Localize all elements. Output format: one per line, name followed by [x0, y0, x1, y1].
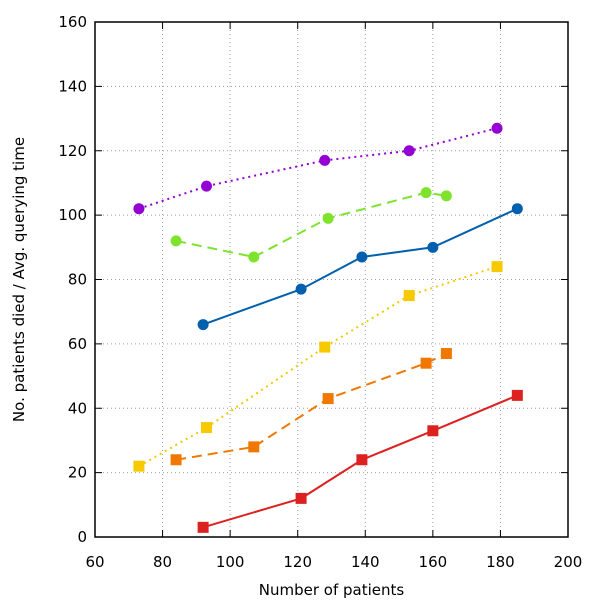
- series-layer: [133, 122, 523, 533]
- y-tick-label: 80: [68, 271, 87, 289]
- data-point: [491, 261, 503, 273]
- data-point: [319, 341, 331, 353]
- data-point: [511, 389, 523, 401]
- data-point: [420, 357, 432, 369]
- data-point: [170, 454, 182, 466]
- series-5: [197, 389, 523, 533]
- y-tick-label: 160: [58, 13, 87, 31]
- data-point: [322, 393, 334, 405]
- data-point: [200, 422, 212, 434]
- y-tick-label: 20: [68, 464, 87, 482]
- data-point: [170, 235, 182, 247]
- x-tick-label: 80: [153, 553, 172, 571]
- data-point: [440, 348, 452, 360]
- data-point: [356, 251, 368, 263]
- y-tick-label: 140: [58, 77, 87, 95]
- data-point: [133, 460, 145, 472]
- y-axis-title: No. patients died / Avg. querying time: [10, 137, 28, 422]
- data-point: [248, 251, 260, 263]
- x-tick-label: 200: [554, 553, 583, 571]
- data-point: [440, 190, 452, 202]
- data-point: [403, 145, 415, 157]
- y-tick-label: 120: [58, 142, 87, 160]
- data-point: [200, 180, 212, 192]
- data-point: [133, 203, 145, 215]
- series-3: [133, 261, 503, 472]
- data-point: [197, 319, 209, 331]
- data-point: [491, 122, 503, 134]
- data-point: [356, 454, 368, 466]
- series-0: [133, 122, 503, 215]
- data-point: [319, 154, 331, 166]
- y-tick-label: 60: [68, 335, 87, 353]
- x-tick-label: 100: [216, 553, 245, 571]
- x-axis-title: Number of patients: [259, 581, 405, 599]
- data-point: [427, 241, 439, 253]
- y-tick-label: 40: [68, 399, 87, 417]
- data-point: [248, 441, 260, 453]
- data-point: [420, 187, 432, 199]
- data-point: [511, 203, 523, 215]
- data-point: [427, 425, 439, 437]
- x-tick-label: 120: [283, 553, 312, 571]
- series-2: [197, 203, 523, 331]
- y-tick-label: 0: [77, 528, 87, 546]
- x-tick-label: 180: [486, 553, 515, 571]
- x-tick-label: 140: [351, 553, 380, 571]
- data-point: [295, 283, 307, 295]
- ticks: 60 80 100 120 140 160 180 200 0 20 40 60 80 100 120 140…: [58, 13, 582, 571]
- x-tick-label: 160: [419, 553, 448, 571]
- data-point: [295, 492, 307, 504]
- data-point: [403, 290, 415, 302]
- data-point: [322, 212, 334, 224]
- series-4: [170, 348, 452, 466]
- data-point: [197, 521, 209, 533]
- x-tick-label: 60: [85, 553, 104, 571]
- series-1: [170, 187, 452, 263]
- y-tick-label: 100: [58, 206, 87, 224]
